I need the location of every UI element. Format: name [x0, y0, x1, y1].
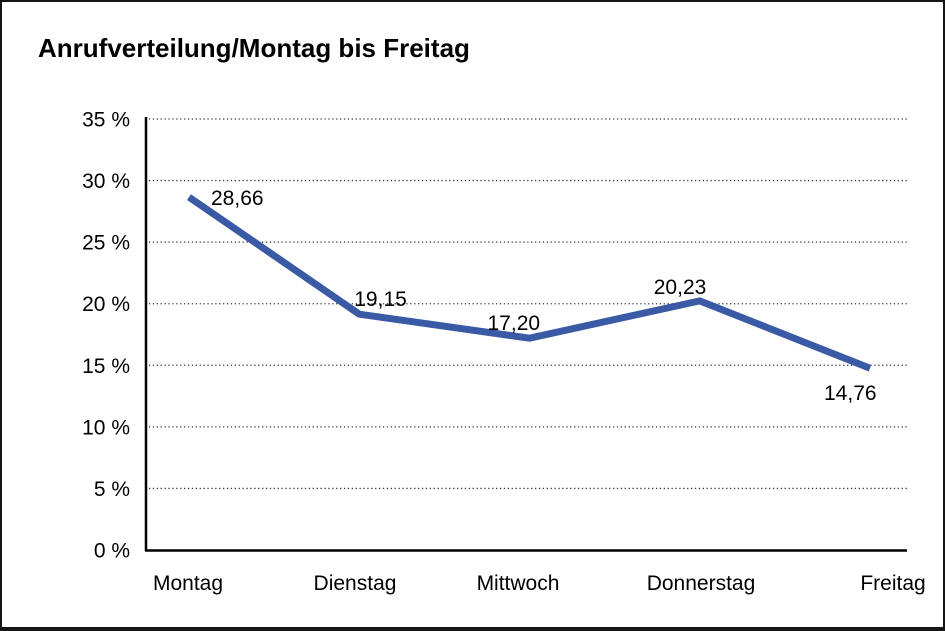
data-label: 20,23 [654, 276, 707, 299]
data-label: 14,76 [824, 382, 877, 405]
data-label: 19,15 [354, 288, 407, 311]
y-tick-label: 35 % [82, 109, 130, 132]
y-tick-label: 10 % [82, 416, 130, 439]
x-tick-label: Mittwoch [477, 572, 560, 595]
x-tick-label: Montag [153, 572, 223, 595]
data-label: 28,66 [211, 187, 264, 210]
chart-title: Anrufverteilung/Montag bis Freitag [38, 33, 470, 63]
y-tick-label: 30 % [82, 170, 130, 193]
y-tick-label: 25 % [82, 232, 130, 255]
x-tick-label: Freitag [860, 572, 925, 595]
x-tick-label: Dienstag [314, 572, 397, 595]
y-tick-labels: 0 % 5 % 10 % 15 % 20 % 25 % 30 % 35 % [82, 109, 130, 563]
y-tick-label: 5 % [94, 478, 130, 501]
data-label: 17,20 [488, 312, 541, 335]
y-tick-label: 20 % [82, 293, 130, 316]
y-tick-label: 0 % [94, 540, 130, 563]
y-tick-label: 15 % [82, 355, 130, 378]
gridlines [145, 118, 909, 490]
x-tick-labels: Montag Dienstag Mittwoch Donnerstag Freitag [153, 572, 926, 595]
series-line [187, 194, 872, 372]
x-tick-label: Donnerstag [647, 572, 756, 595]
data-labels: 28,66 19,15 17,20 20,23 14,76 [211, 187, 877, 405]
